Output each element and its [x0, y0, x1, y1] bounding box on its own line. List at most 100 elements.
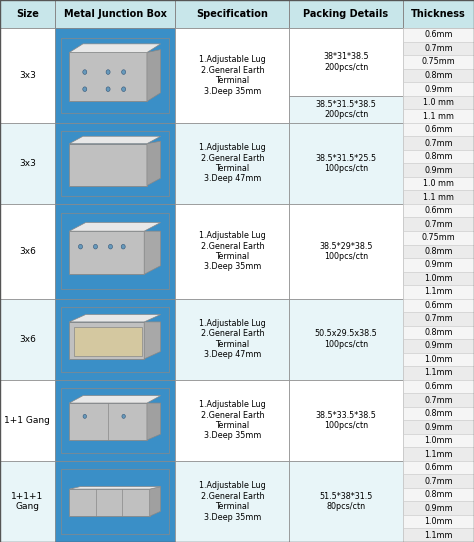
Circle shape	[83, 415, 87, 418]
Bar	[175, 204, 289, 299]
Bar	[0, 123, 55, 204]
Bar	[55, 461, 175, 542]
Bar	[403, 82, 474, 96]
Bar	[0, 204, 55, 299]
Bar	[403, 474, 474, 488]
Bar	[403, 109, 474, 123]
Circle shape	[106, 87, 110, 92]
Bar	[289, 299, 403, 380]
Text: 3x6: 3x6	[19, 247, 36, 256]
Polygon shape	[69, 487, 161, 489]
Bar	[289, 380, 403, 461]
Bar	[403, 96, 474, 109]
Text: 0.6mm: 0.6mm	[424, 382, 453, 391]
Bar	[289, 204, 403, 299]
Text: 0.6mm: 0.6mm	[424, 30, 453, 40]
Polygon shape	[144, 231, 161, 274]
Text: 0.6mm: 0.6mm	[424, 125, 453, 134]
Text: 0.9mm: 0.9mm	[424, 341, 453, 351]
Text: 1.1mm: 1.1mm	[424, 287, 453, 296]
Text: 1.Adjustable Lug
2.General Earth
Terminal
3.Deep 35mm: 1.Adjustable Lug 2.General Earth Termina…	[199, 231, 265, 272]
Bar	[403, 0, 474, 28]
Bar	[0, 0, 55, 28]
Bar	[61, 37, 169, 113]
Bar	[403, 393, 474, 407]
Bar	[403, 501, 474, 515]
Text: 1.1mm: 1.1mm	[424, 531, 453, 540]
Bar	[175, 380, 289, 461]
Bar	[55, 28, 175, 123]
Text: 0.9mm: 0.9mm	[424, 85, 453, 94]
Text: 1.1mm: 1.1mm	[424, 369, 453, 377]
Text: 1.1 mm: 1.1 mm	[423, 112, 454, 120]
Bar	[55, 204, 175, 299]
Text: 0.8mm: 0.8mm	[424, 247, 453, 256]
Bar	[289, 96, 403, 123]
Bar	[403, 231, 474, 244]
Text: 0.6mm: 0.6mm	[424, 301, 453, 310]
Polygon shape	[147, 50, 161, 101]
Bar	[403, 461, 474, 474]
Bar	[403, 177, 474, 190]
Bar	[403, 366, 474, 380]
Bar	[403, 217, 474, 231]
Text: 0.8mm: 0.8mm	[424, 409, 453, 418]
Circle shape	[121, 244, 125, 249]
Text: 0.6mm: 0.6mm	[424, 463, 453, 472]
Bar	[403, 244, 474, 258]
Text: 0.8mm: 0.8mm	[424, 152, 453, 161]
Bar	[61, 388, 169, 453]
Circle shape	[83, 70, 87, 74]
Bar	[175, 28, 289, 123]
Text: 0.75mm: 0.75mm	[421, 233, 456, 242]
Bar	[175, 299, 289, 380]
Bar	[55, 299, 175, 380]
Text: 3x6: 3x6	[19, 334, 36, 344]
Bar	[289, 461, 403, 542]
Text: 1.0 mm: 1.0 mm	[423, 98, 454, 107]
Circle shape	[122, 87, 126, 92]
Text: 3x3: 3x3	[19, 159, 36, 168]
Bar	[403, 42, 474, 55]
Text: Packing Details: Packing Details	[303, 9, 389, 19]
Bar	[403, 285, 474, 299]
Bar	[289, 123, 403, 204]
Bar	[403, 312, 474, 326]
Bar	[61, 469, 169, 534]
Polygon shape	[147, 141, 161, 185]
Text: 51.5*38*31.5
80pcs/ctn: 51.5*38*31.5 80pcs/ctn	[319, 492, 373, 511]
Polygon shape	[69, 396, 161, 403]
Circle shape	[79, 244, 82, 249]
Text: 1.Adjustable Lug
2.General Earth
Terminal
3.Deep 47mm: 1.Adjustable Lug 2.General Earth Termina…	[199, 319, 265, 359]
Text: 1.Adjustable Lug
2.General Earth
Terminal
3.Deep 47mm: 1.Adjustable Lug 2.General Earth Termina…	[199, 143, 265, 184]
Text: 0.8mm: 0.8mm	[424, 71, 453, 80]
Text: 38.5*31.5*25.5
100pcs/ctn: 38.5*31.5*25.5 100pcs/ctn	[316, 154, 376, 173]
Bar	[403, 272, 474, 285]
Text: 1.Adjustable Lug
2.General Earth
Terminal
3.Deep 35mm: 1.Adjustable Lug 2.General Earth Termina…	[199, 481, 265, 521]
Polygon shape	[147, 403, 161, 440]
Text: 3x3: 3x3	[19, 71, 36, 80]
Bar	[403, 447, 474, 461]
Text: 1.Adjustable Lug
2.General Earth
Terminal
3.Deep 35mm: 1.Adjustable Lug 2.General Earth Termina…	[199, 55, 265, 95]
Bar	[69, 231, 144, 274]
Polygon shape	[150, 487, 161, 516]
Bar	[403, 488, 474, 501]
Bar	[55, 0, 175, 28]
Text: 0.7mm: 0.7mm	[424, 396, 453, 404]
Polygon shape	[69, 44, 161, 53]
Text: Metal Junction Box: Metal Junction Box	[64, 9, 166, 19]
Text: 0.9mm: 0.9mm	[424, 504, 453, 513]
Bar	[175, 0, 289, 28]
Text: 1.0mm: 1.0mm	[424, 517, 453, 526]
Circle shape	[93, 244, 98, 249]
Bar	[403, 353, 474, 366]
Bar	[403, 190, 474, 204]
Bar	[0, 461, 55, 542]
Bar	[403, 380, 474, 393]
Bar	[403, 420, 474, 434]
Bar	[74, 327, 142, 357]
Bar	[69, 53, 147, 101]
Bar	[403, 528, 474, 542]
Bar	[0, 299, 55, 380]
Bar	[175, 461, 289, 542]
